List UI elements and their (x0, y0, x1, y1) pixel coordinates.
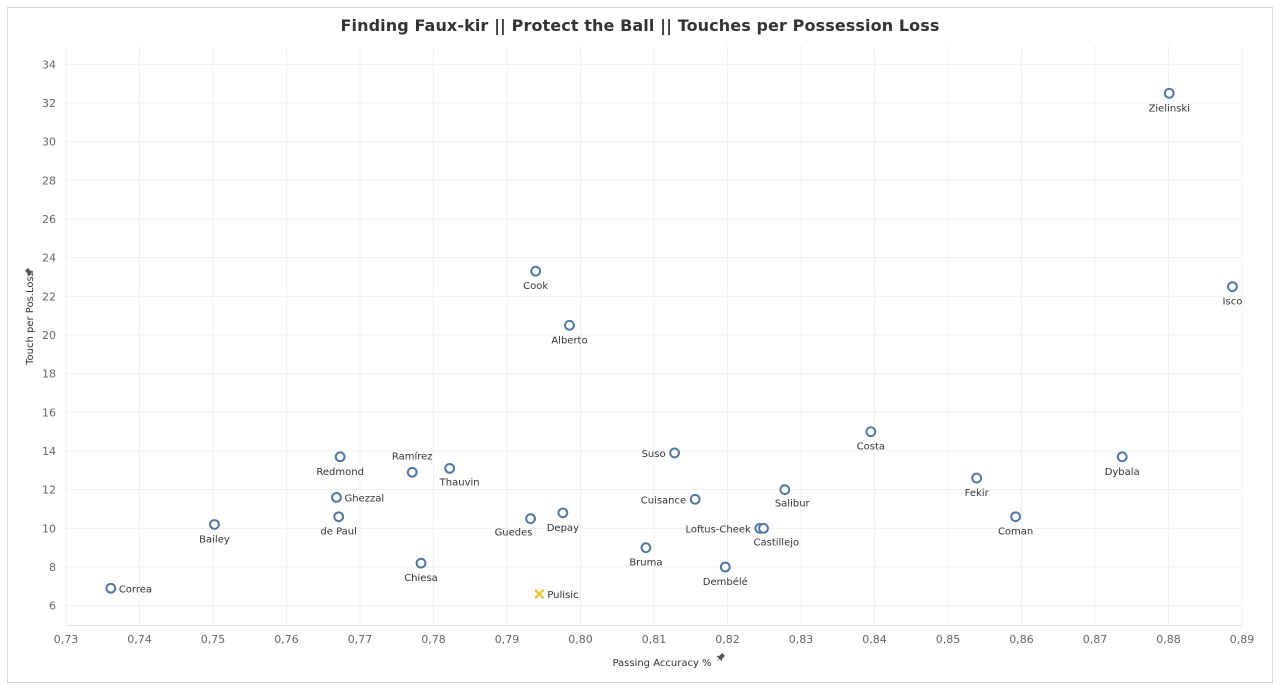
point-marker[interactable] (331, 492, 342, 503)
point-label: Castillejo (754, 537, 800, 548)
point-label: Fekir (965, 488, 990, 499)
x-tick-label: 0,87 (1083, 633, 1108, 646)
point-marker[interactable] (719, 561, 731, 573)
point-label: Costa (857, 442, 885, 453)
point-label: Correa (119, 584, 152, 595)
y-axis-label: Touch per Pos.Loss (25, 271, 36, 366)
point-label: Guedes (495, 528, 533, 539)
point-marker[interactable] (1010, 511, 1022, 523)
y-tick-label: 12 (42, 484, 56, 497)
point-label: Cuisance (641, 495, 686, 506)
y-axis-pin-icon (25, 268, 34, 277)
point-label: Dybala (1105, 467, 1140, 478)
point-marker[interactable] (758, 522, 769, 534)
point-marker[interactable] (689, 493, 701, 505)
point-marker[interactable] (669, 447, 680, 459)
point-label: Dembélé (703, 576, 748, 588)
x-tick-label: 0,86 (1009, 633, 1034, 646)
y-tick-label: 10 (42, 522, 56, 535)
y-tick-label: 6 (49, 600, 56, 613)
x-tick-label: 0,74 (127, 633, 152, 646)
y-tick-label: 32 (42, 97, 56, 110)
point-marker[interactable] (406, 466, 418, 478)
y-tick-label: 18 (42, 368, 56, 381)
x-tick-label: 0,88 (1156, 633, 1181, 646)
x-tick-label: 0,82 (715, 633, 740, 646)
point-marker[interactable] (1116, 451, 1128, 463)
x-axis-pin-icon (716, 653, 725, 662)
point-label: Ghezzal (344, 493, 384, 504)
axes: 0,73 0,74 0,75 0,76 0,77 0,78 0,79 0,80 0,81 0,82… (42, 58, 1254, 646)
point-marker[interactable] (333, 511, 345, 523)
x-tick-label: 0,73 (54, 633, 79, 646)
x-tick-label: 0,79 (495, 633, 520, 646)
point-label: Thauvin (439, 477, 480, 488)
y-tick-label: 20 (42, 329, 56, 342)
y-tick-label: 28 (42, 174, 56, 187)
point-label: Coman (998, 527, 1033, 538)
point-label: Redmond (316, 467, 364, 478)
point-label: Depay (547, 523, 579, 534)
y-tick-label: 34 (42, 58, 56, 71)
y-tick-label: 24 (42, 252, 56, 265)
point-marker[interactable] (557, 507, 569, 519)
chart-title: Finding Faux-kir || Protect the Ball || … (340, 16, 940, 35)
point-marker[interactable] (564, 319, 575, 331)
x-tick-label: 0,84 (862, 633, 887, 646)
x-tick-label: 0,85 (936, 633, 961, 646)
point-label: Pulisic (547, 590, 578, 601)
y-tick-label: 26 (42, 213, 56, 226)
x-tick-label: 0,83 (789, 633, 814, 646)
point-label: Bruma (629, 558, 662, 569)
y-tick-label: 16 (42, 406, 56, 419)
point-label: Alberto (551, 335, 587, 346)
point-label: Bailey (199, 534, 230, 545)
point-marker[interactable] (865, 426, 877, 438)
point-label: Zielinski (1149, 103, 1190, 114)
point-marker[interactable] (334, 451, 346, 463)
point-marker[interactable] (415, 557, 427, 569)
x-tick-label: 0,77 (348, 633, 373, 646)
point-label: Loftus-Cheek (685, 524, 751, 535)
point-label: Suso (642, 449, 666, 460)
point-label: Salibur (775, 499, 811, 510)
point-marker[interactable] (105, 582, 117, 594)
point-marker[interactable] (530, 265, 542, 277)
x-tick-label: 0,75 (201, 633, 226, 646)
x-tick-label: 0,78 (421, 633, 446, 646)
x-tick-label: 0,81 (642, 633, 667, 646)
x-tick-label: 0,89 (1230, 633, 1255, 646)
x-tick-label: 0,76 (274, 633, 299, 646)
data-points: Zielinski Isco Cook Alberto Costa Dybala Redmo… (105, 87, 1243, 601)
point-label: de Paul (320, 527, 357, 538)
point-marker[interactable] (534, 589, 545, 599)
point-label: Chiesa (404, 573, 438, 584)
y-tick-label: 14 (42, 445, 56, 458)
y-tick-label: 30 (42, 136, 56, 149)
x-tick-label: 0,80 (568, 633, 593, 646)
point-marker[interactable] (525, 513, 536, 525)
grid (65, 45, 1243, 625)
y-tick-label: 22 (42, 290, 56, 303)
point-marker[interactable] (1227, 281, 1238, 293)
point-marker[interactable] (971, 472, 983, 484)
point-label: Ramírez (392, 450, 433, 462)
point-marker[interactable] (1163, 87, 1175, 99)
point-label: Isco (1223, 297, 1243, 308)
point-marker[interactable] (779, 484, 791, 496)
chart-frame (7, 7, 1273, 683)
point-marker[interactable] (640, 542, 652, 554)
point-label: Cook (523, 281, 548, 292)
point-marker[interactable] (444, 463, 456, 474)
point-marker[interactable] (209, 519, 220, 530)
x-axis-label: Passing Accuracy % (612, 658, 711, 669)
y-tick-label: 8 (49, 561, 56, 574)
